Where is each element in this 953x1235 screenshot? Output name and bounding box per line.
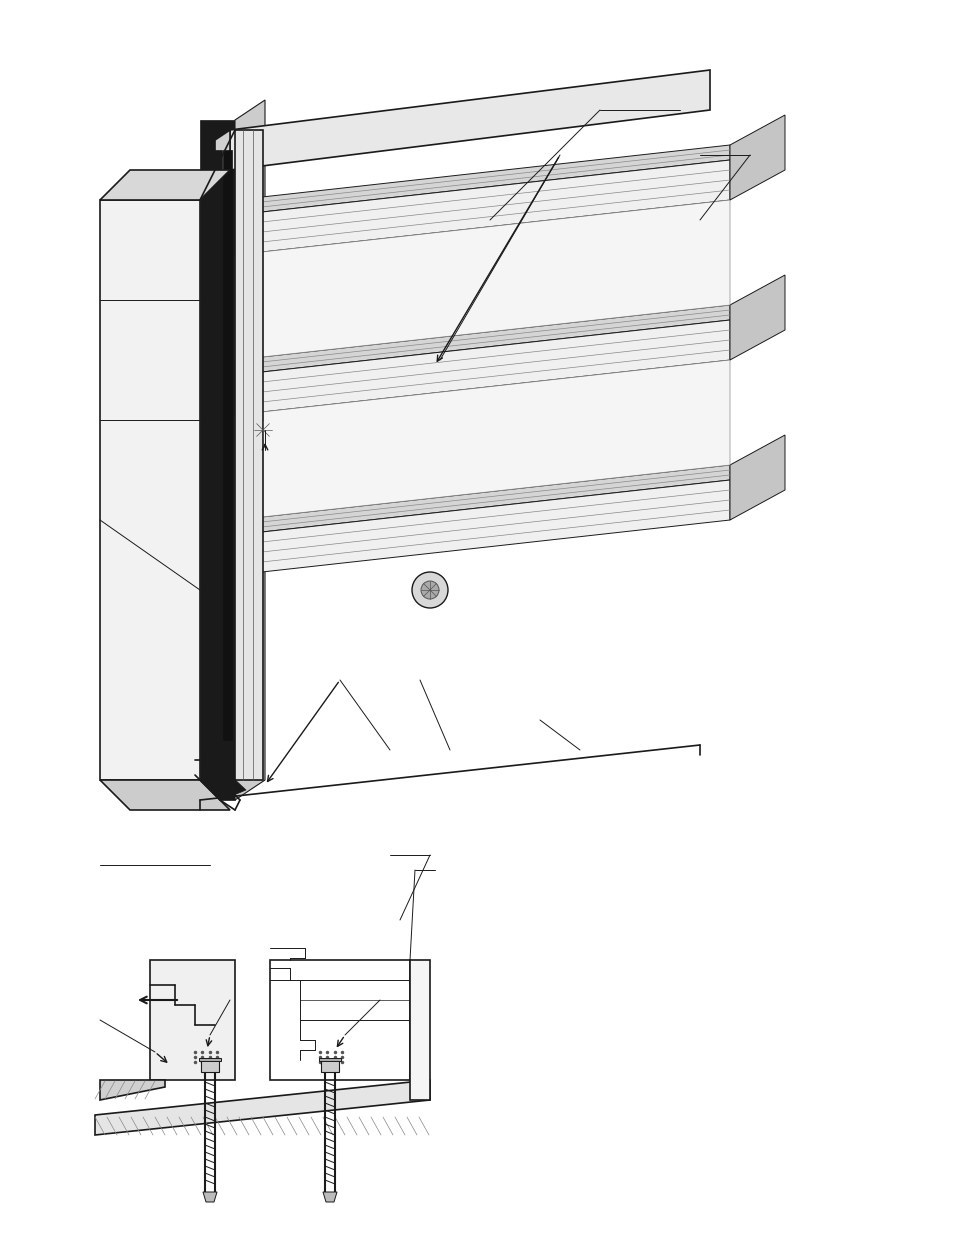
Polygon shape	[234, 144, 729, 215]
Circle shape	[245, 412, 281, 448]
Bar	[320, 1060, 338, 1072]
Polygon shape	[234, 305, 729, 375]
Polygon shape	[100, 1079, 165, 1100]
Polygon shape	[234, 130, 263, 781]
Bar	[410, 960, 430, 1100]
Polygon shape	[729, 435, 784, 520]
Polygon shape	[203, 1192, 216, 1202]
Polygon shape	[234, 359, 729, 520]
Polygon shape	[234, 466, 729, 535]
Polygon shape	[234, 100, 265, 800]
Polygon shape	[100, 200, 200, 781]
Circle shape	[412, 572, 448, 608]
Polygon shape	[223, 149, 232, 740]
Bar	[318, 1058, 340, 1061]
Polygon shape	[230, 70, 709, 170]
Polygon shape	[234, 200, 729, 359]
Bar	[150, 960, 234, 1079]
Bar	[199, 1058, 221, 1061]
Polygon shape	[234, 161, 729, 254]
Polygon shape	[234, 480, 729, 576]
Polygon shape	[729, 115, 784, 200]
Circle shape	[420, 580, 438, 599]
Polygon shape	[214, 130, 230, 180]
Polygon shape	[323, 1192, 336, 1202]
Bar	[201, 1060, 219, 1072]
Polygon shape	[234, 320, 729, 415]
Polygon shape	[200, 120, 234, 800]
Polygon shape	[100, 781, 230, 810]
Polygon shape	[95, 1079, 430, 1135]
Polygon shape	[729, 275, 784, 359]
Polygon shape	[100, 170, 230, 200]
Polygon shape	[230, 776, 246, 795]
Circle shape	[253, 421, 272, 438]
Polygon shape	[213, 149, 222, 740]
